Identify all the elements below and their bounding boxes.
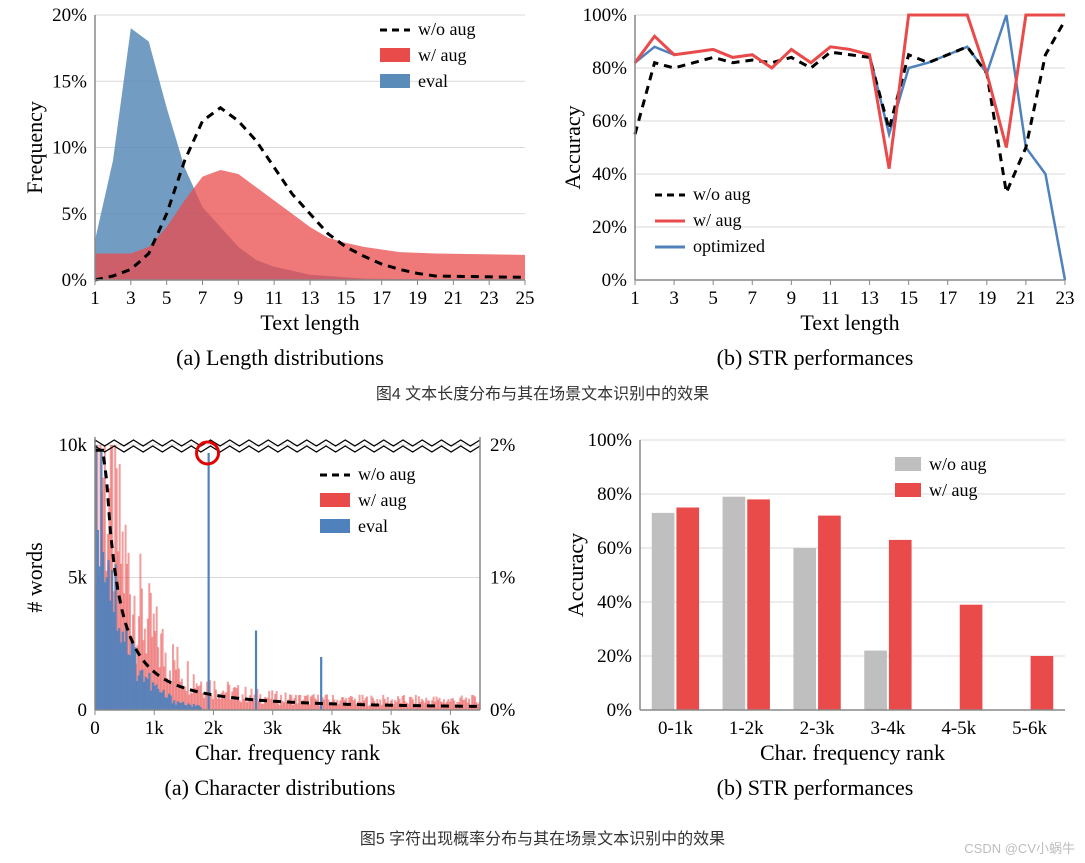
fig4b-panel: 0%20%40%60%80%100%1357911131517192123Tex… (555, 0, 1075, 370)
svg-text:# words: # words (22, 542, 47, 612)
svg-text:1k: 1k (145, 718, 165, 739)
svg-text:11: 11 (265, 288, 283, 309)
svg-text:5: 5 (708, 288, 718, 309)
svg-text:0%: 0% (602, 270, 628, 291)
svg-text:17: 17 (938, 288, 957, 309)
svg-text:w/ aug: w/ aug (929, 480, 978, 500)
svg-text:19: 19 (977, 288, 996, 309)
svg-text:w/ aug: w/ aug (693, 210, 742, 230)
svg-text:23: 23 (1056, 288, 1075, 309)
svg-text:15%: 15% (52, 71, 87, 92)
fig4b-chart: 0%20%40%60%80%100%1357911131517192123Tex… (555, 0, 1075, 340)
fig4-caption: 图4 文本长度分布与其在场景文本识别中的效果 (0, 380, 1085, 404)
svg-text:6k: 6k (441, 718, 461, 739)
svg-text:10%: 10% (52, 138, 87, 159)
svg-text:Char. frequency rank: Char. frequency rank (760, 740, 945, 765)
svg-text:Char. frequency rank: Char. frequency rank (195, 740, 380, 765)
svg-text:2%: 2% (490, 435, 516, 456)
fig4a-panel: 0%5%10%15%20%135791113151719212325Text l… (20, 0, 540, 370)
svg-text:15: 15 (336, 288, 355, 309)
fig5b-chart: 0% 20% 40% 60% 80% 100% 0-1k 1-2k 2-3k 3-4k 4-5k 5-… (555, 420, 1075, 770)
svg-text:3: 3 (669, 288, 679, 309)
svg-text:3-4k: 3-4k (871, 718, 906, 739)
fig5a-subtitle: (a) Character distributions (20, 775, 540, 801)
fig5b-subtitle: (b) STR performances (555, 775, 1075, 801)
svg-text:9: 9 (787, 288, 797, 309)
svg-text:2k: 2k (204, 718, 224, 739)
fig4b-subtitle: (b) STR performances (555, 345, 1075, 371)
svg-text:w/o aug: w/o aug (418, 19, 476, 39)
svg-text:5k: 5k (382, 718, 402, 739)
svg-text:17: 17 (372, 288, 391, 309)
svg-text:w/ aug: w/ aug (358, 490, 407, 510)
svg-text:25: 25 (516, 288, 535, 309)
fig4a-subtitle: (a) Length distributions (20, 345, 540, 371)
watermark: CSDN @CV小蜗牛 (964, 838, 1075, 857)
svg-text:w/o aug: w/o aug (358, 464, 416, 484)
svg-text:Text length: Text length (260, 310, 359, 335)
svg-text:20%: 20% (597, 646, 632, 667)
svg-text:1: 1 (630, 288, 640, 309)
svg-text:0: 0 (78, 700, 88, 721)
svg-text:100%: 100% (588, 430, 633, 451)
svg-text:Text length: Text length (800, 310, 899, 335)
svg-text:5%: 5% (62, 204, 88, 225)
svg-text:Accuracy: Accuracy (563, 533, 588, 617)
svg-text:4-5k: 4-5k (941, 718, 976, 739)
svg-text:7: 7 (198, 288, 208, 309)
fig4a-chart: 0%5%10%15%20%135791113151719212325Text l… (20, 0, 540, 340)
svg-text:21: 21 (1016, 288, 1035, 309)
svg-text:13: 13 (860, 288, 879, 309)
svg-text:10k: 10k (59, 435, 88, 456)
fig5a-panel: 0 5k 10k 0% 1% 2% 0 1k 2k 3k 4k 5k 6k Char. frequency… (20, 420, 540, 810)
svg-text:5k: 5k (68, 568, 88, 589)
svg-text:7: 7 (748, 288, 758, 309)
svg-text:15: 15 (899, 288, 918, 309)
svg-text:Frequency: Frequency (22, 101, 47, 194)
svg-text:4k: 4k (322, 718, 342, 739)
svg-text:40%: 40% (597, 592, 632, 613)
svg-text:80%: 80% (597, 484, 632, 505)
svg-text:21: 21 (444, 288, 463, 309)
svg-text:5-6k: 5-6k (1012, 718, 1047, 739)
svg-text:60%: 60% (597, 538, 632, 559)
svg-text:w/o aug: w/o aug (693, 184, 751, 204)
svg-text:eval: eval (418, 71, 448, 91)
svg-text:Accuracy: Accuracy (560, 105, 585, 189)
svg-text:100%: 100% (583, 5, 628, 26)
svg-text:1%: 1% (490, 568, 516, 589)
svg-text:13: 13 (301, 288, 320, 309)
svg-text:40%: 40% (592, 164, 627, 185)
svg-text:20%: 20% (52, 5, 87, 26)
svg-text:w/o aug: w/o aug (929, 454, 987, 474)
svg-text:20%: 20% (592, 217, 627, 238)
svg-text:0-1k: 0-1k (658, 718, 693, 739)
svg-text:1: 1 (90, 288, 100, 309)
fig5a-chart: 0 5k 10k 0% 1% 2% 0 1k 2k 3k 4k 5k 6k Char. frequency… (20, 420, 540, 770)
svg-text:0%: 0% (607, 700, 633, 721)
svg-text:optimized: optimized (693, 236, 765, 256)
svg-text:1-2k: 1-2k (729, 718, 764, 739)
svg-text:0: 0 (90, 718, 100, 739)
svg-text:0%: 0% (62, 270, 88, 291)
svg-text:5: 5 (162, 288, 172, 309)
svg-text:19: 19 (408, 288, 427, 309)
fig5-caption: 图5 字符出现概率分布与其在场景文本识别中的效果 (0, 825, 1085, 849)
svg-text:11: 11 (821, 288, 839, 309)
svg-text:3: 3 (126, 288, 136, 309)
svg-text:9: 9 (234, 288, 244, 309)
svg-text:w/ aug: w/ aug (418, 45, 467, 65)
fig5b-panel: 0% 20% 40% 60% 80% 100% 0-1k 1-2k 2-3k 3-4k 4-5k 5-… (555, 420, 1075, 810)
svg-text:0%: 0% (490, 700, 516, 721)
svg-text:23: 23 (480, 288, 499, 309)
svg-text:eval: eval (358, 516, 388, 536)
svg-text:3k: 3k (263, 718, 283, 739)
svg-text:80%: 80% (592, 58, 627, 79)
svg-text:60%: 60% (592, 111, 627, 132)
svg-text:2-3k: 2-3k (800, 718, 835, 739)
